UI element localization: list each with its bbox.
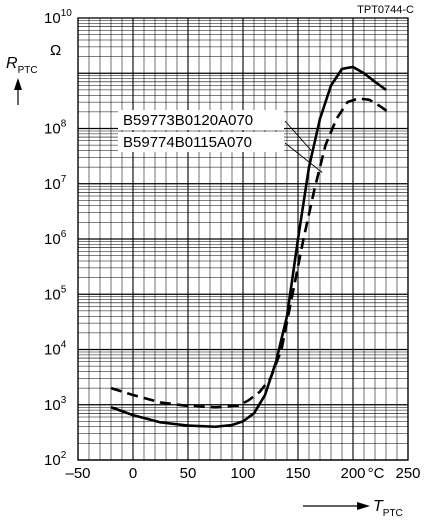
series-label-leader [284, 120, 312, 151]
x-tick-label: 250 [395, 465, 420, 482]
x-unit-label: °C [368, 465, 385, 482]
series-label-B59773B0120A070: B59773B0120A070 [123, 112, 253, 129]
y-tick-label: 1010 [44, 8, 72, 27]
x-tick-label: 0 [129, 465, 137, 482]
series-label-leader [284, 142, 323, 173]
x-axis-label: TPTC [373, 498, 403, 519]
x-axis-arrow-head [357, 502, 370, 510]
y-axis-label: RPTC [6, 55, 38, 76]
grid [77, 18, 409, 461]
series-line-B59773B0120A070 [110, 65, 387, 429]
x-tick-label: 50 [180, 465, 197, 482]
y-tick-label: 104 [44, 340, 67, 359]
x-tick-label: –50 [65, 465, 90, 482]
series-line-B59774B0115A070 [110, 97, 389, 409]
series-label-background [118, 110, 284, 130]
y-tick-label: 105 [44, 284, 67, 303]
plot-frame [77, 17, 409, 461]
y-tick-label: 106 [44, 229, 67, 248]
x-tick-label: 150 [285, 465, 310, 482]
y-tick-label: 102 [44, 450, 67, 469]
y-axis-arrow-head [14, 78, 22, 90]
series-layer [110, 65, 389, 429]
series-label-B59774B0115A070: B59774B0115A070 [123, 134, 252, 151]
x-tick-label: 200 [340, 465, 365, 482]
y-tick-label: 108 [44, 119, 67, 138]
y-unit-label: Ω [50, 42, 61, 59]
series-label-background [118, 132, 284, 152]
x-tick-label: 100 [230, 465, 255, 482]
y-tick-label: 103 [44, 395, 67, 414]
figure-code: TPT0744-C [357, 4, 414, 16]
labels: –50 0 50 100 150 200 250 °C 102 103 104 105 106 107 10… [6, 4, 421, 519]
y-tick-label: 107 [44, 174, 67, 193]
